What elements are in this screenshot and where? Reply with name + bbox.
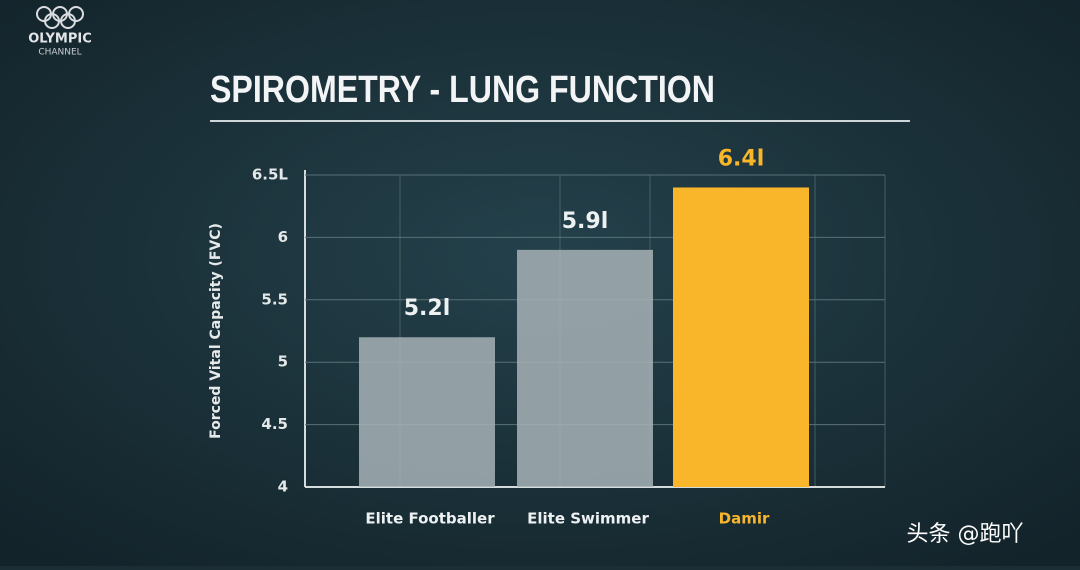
bar [359, 337, 495, 487]
x-tick-label: Elite Swimmer [527, 510, 649, 528]
olympic-rings [36, 6, 84, 29]
y-tick-label: 4 [278, 478, 288, 496]
logo-text: OLYMPIC [28, 32, 92, 47]
bar [517, 249, 653, 487]
y-tick-label: 6 [278, 228, 288, 246]
value-label: 6.4l [718, 146, 765, 171]
y-axis-label: Forced Vital Capacity (FVC) [208, 223, 224, 439]
chart-title: SPIROMETRY - LUNG FUNCTION [210, 69, 715, 111]
value-label: 5.2l [404, 296, 451, 321]
y-tick-label: 6.5L [252, 166, 289, 184]
x-tick-label: Damir [719, 510, 770, 528]
value-label: 5.9l [562, 209, 609, 234]
y-tick-label: 5.5 [261, 290, 288, 308]
bar [673, 187, 809, 488]
logo-subtext: CHANNEL [38, 48, 81, 58]
y-tick-label: 5 [278, 353, 288, 371]
x-tick-label: Elite Footballer [365, 510, 495, 528]
y-tick-label: 4.5 [261, 415, 288, 433]
watermark: 头条 @跑吖 [907, 522, 1024, 547]
